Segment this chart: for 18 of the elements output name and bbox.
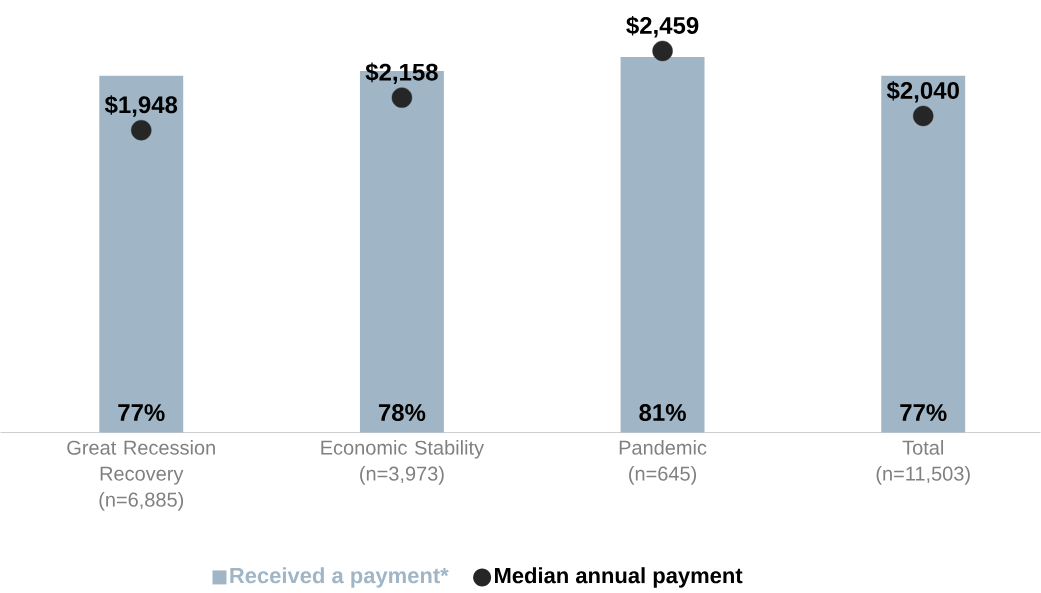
x-tick-label: Economic Stability (n=3,973) xyxy=(321,439,485,485)
point xyxy=(913,105,934,126)
point xyxy=(391,87,413,108)
point xyxy=(652,40,673,61)
data-label: $2,158 xyxy=(365,62,438,84)
data-label: 78% xyxy=(378,403,426,421)
x-tick-label: Pandemic (n=645) xyxy=(619,439,707,485)
data-label: 81% xyxy=(639,403,686,421)
data-label: $1,948 xyxy=(104,94,178,117)
data-label: 77% xyxy=(900,403,947,421)
data-label: $2,040 xyxy=(886,80,959,103)
x-tick-label: Total (n=11,503) xyxy=(876,439,970,485)
legend-label: Received a payment* xyxy=(230,566,449,588)
legend-label: Median annual payment xyxy=(495,566,743,588)
data-label: 77% xyxy=(118,403,165,421)
point xyxy=(131,119,152,141)
x-tick-label: Great Recession Recovery (n=6,885) xyxy=(67,439,215,511)
data-label: $2,459 xyxy=(626,15,699,38)
